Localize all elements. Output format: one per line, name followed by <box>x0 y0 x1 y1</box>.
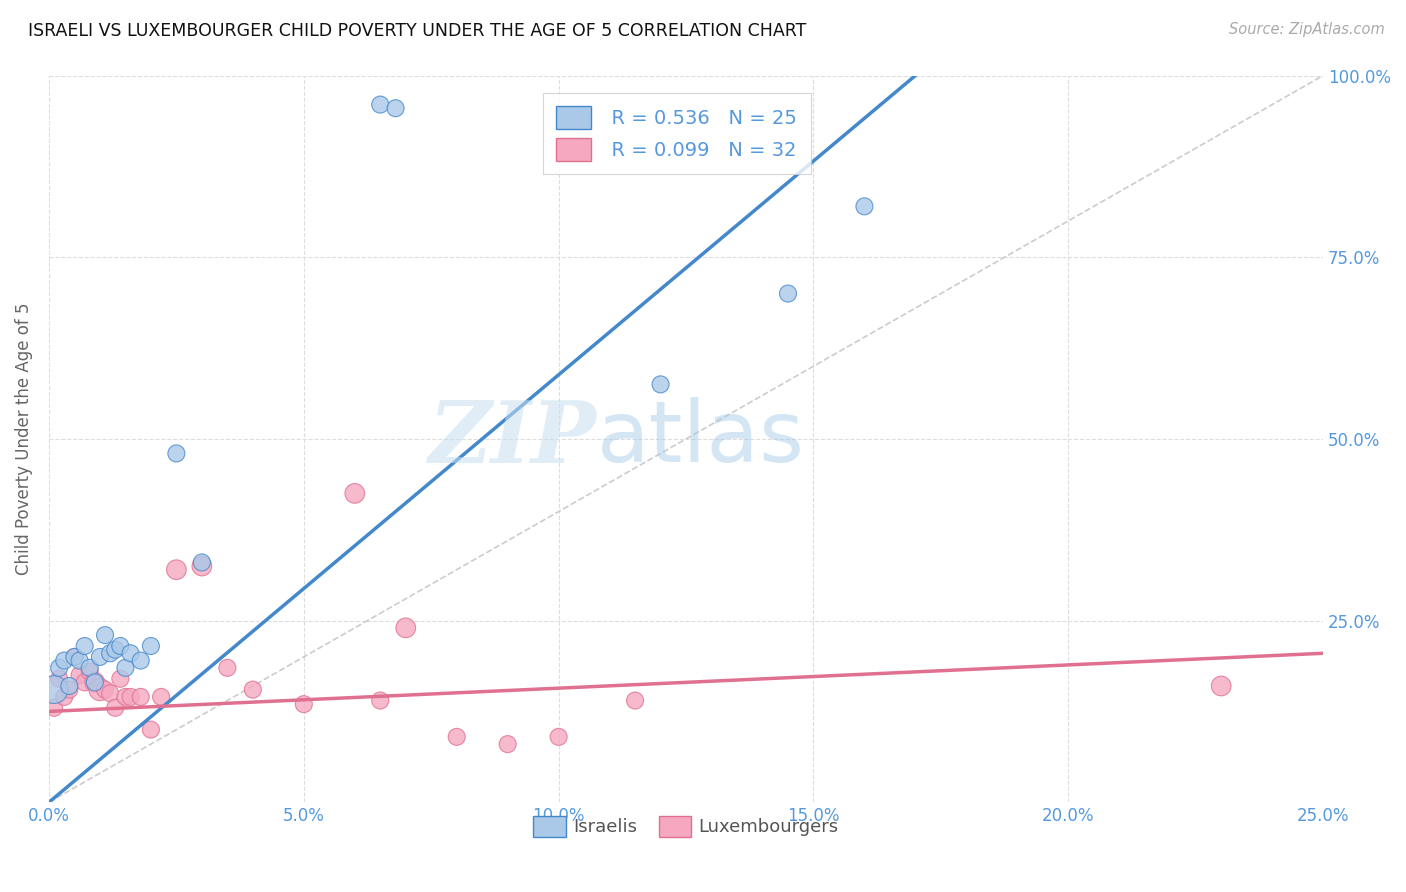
Point <box>129 654 152 668</box>
Point <box>368 693 391 707</box>
Point <box>129 690 152 704</box>
Point <box>73 675 96 690</box>
Point <box>217 661 239 675</box>
Point <box>114 690 136 704</box>
Legend: Israelis, Luxembourgers: Israelis, Luxembourgers <box>526 809 846 844</box>
Point <box>853 199 876 213</box>
Point <box>104 700 127 714</box>
Point <box>63 649 86 664</box>
Point <box>650 377 672 392</box>
Point <box>94 628 117 642</box>
Point <box>110 672 132 686</box>
Point <box>368 97 391 112</box>
Text: ISRAELI VS LUXEMBOURGER CHILD POVERTY UNDER THE AGE OF 5 CORRELATION CHART: ISRAELI VS LUXEMBOURGER CHILD POVERTY UN… <box>28 22 807 40</box>
Point <box>42 682 65 697</box>
Point <box>165 446 187 460</box>
Text: atlas: atlas <box>598 398 804 481</box>
Point <box>150 690 173 704</box>
Point <box>624 693 647 707</box>
Point <box>776 286 799 301</box>
Point <box>242 682 264 697</box>
Point <box>89 649 111 664</box>
Point <box>191 559 214 574</box>
Point <box>58 682 80 697</box>
Point <box>53 654 76 668</box>
Point <box>53 690 76 704</box>
Point <box>114 661 136 675</box>
Point <box>292 697 315 711</box>
Point <box>98 686 121 700</box>
Point <box>120 690 142 704</box>
Point <box>83 675 105 690</box>
Text: ZIP: ZIP <box>429 397 598 481</box>
Y-axis label: Child Poverty Under the Age of 5: Child Poverty Under the Age of 5 <box>15 302 32 575</box>
Point <box>48 661 70 675</box>
Point <box>73 639 96 653</box>
Point <box>94 682 117 697</box>
Point <box>343 486 366 500</box>
Point <box>139 639 162 653</box>
Point <box>110 639 132 653</box>
Point <box>48 672 70 686</box>
Point <box>120 646 142 660</box>
Text: Source: ZipAtlas.com: Source: ZipAtlas.com <box>1229 22 1385 37</box>
Point <box>395 621 418 635</box>
Point <box>79 665 101 679</box>
Point <box>1211 679 1233 693</box>
Point <box>191 556 214 570</box>
Point <box>63 649 86 664</box>
Point <box>69 668 91 682</box>
Point <box>496 737 519 751</box>
Point <box>58 679 80 693</box>
Point <box>83 675 105 690</box>
Point <box>69 654 91 668</box>
Point <box>547 730 569 744</box>
Point <box>89 682 111 697</box>
Point <box>384 101 406 115</box>
Point <box>139 723 162 737</box>
Point <box>42 700 65 714</box>
Point <box>98 646 121 660</box>
Point <box>104 642 127 657</box>
Point <box>446 730 468 744</box>
Point <box>79 661 101 675</box>
Point <box>165 563 187 577</box>
